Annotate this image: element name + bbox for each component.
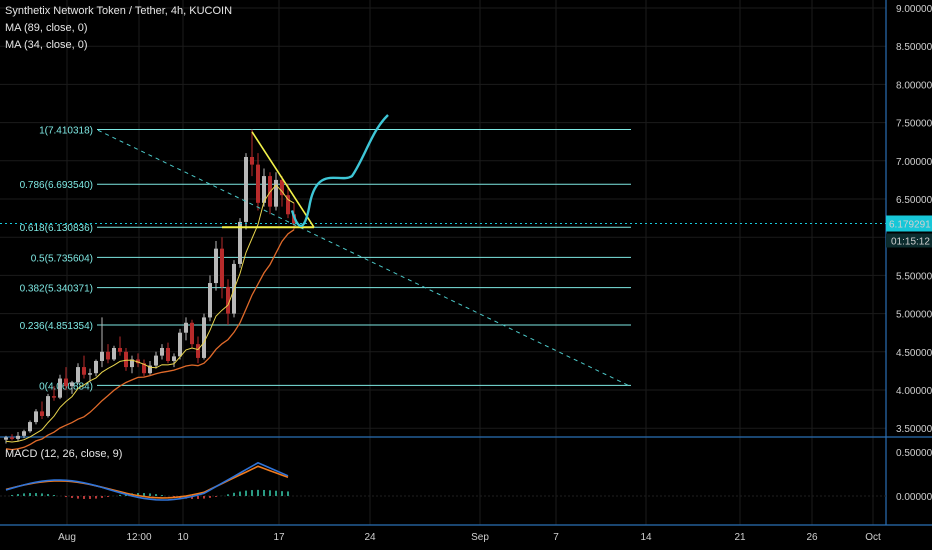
candle-body xyxy=(214,248,218,284)
candle-body xyxy=(34,411,38,423)
macd-axis-tick: 0.000000 xyxy=(896,492,932,503)
time-axis-tick: 26 xyxy=(806,532,818,543)
fib-level-label: 1(7.410318) xyxy=(39,125,93,136)
candle-body xyxy=(196,344,200,358)
time-axis-tick: Aug xyxy=(58,532,76,543)
candle-body xyxy=(100,351,104,361)
candle-body xyxy=(136,359,140,364)
time-axis-tick: 21 xyxy=(734,532,746,543)
price-axis-tick: 8.000000 xyxy=(896,80,932,91)
candle-body xyxy=(172,356,176,361)
ma-34-line xyxy=(5,184,295,443)
candle-body xyxy=(58,378,62,398)
macd-signal-line xyxy=(5,465,289,499)
time-axis-tick: 12:00 xyxy=(126,532,151,543)
fib-level-label: 0.382(5.340371) xyxy=(20,284,93,295)
fib-level-label: 0.236(4.851354) xyxy=(20,321,93,332)
countdown-value: 01:15:12 xyxy=(891,237,930,248)
macd-pane xyxy=(0,461,886,501)
current-price-badge xyxy=(886,215,932,232)
candle-body xyxy=(118,347,122,352)
candle-body xyxy=(106,351,110,360)
candle-body xyxy=(94,360,98,374)
fib-level-label: 0.5(5.735604) xyxy=(31,253,93,264)
indicator-ma-34[interactable]: MA (34, close, 0) xyxy=(5,39,88,51)
candle-body xyxy=(220,248,224,287)
candle-body xyxy=(154,355,158,366)
candle-body xyxy=(28,422,32,432)
candle-body xyxy=(238,221,242,264)
candle-body xyxy=(244,156,248,222)
candle-body xyxy=(250,156,254,165)
candle-body xyxy=(226,286,230,314)
ma-89-line xyxy=(5,229,295,451)
candle-body xyxy=(52,396,56,398)
candle-body xyxy=(82,367,86,375)
candle-body xyxy=(130,359,134,368)
time-axis-tick: Sep xyxy=(471,532,489,543)
time-axis: Aug 12:00 10 17 24 Sep 7 14 21 26 Oct xyxy=(58,532,881,543)
candle-body xyxy=(190,322,194,345)
candle-body xyxy=(40,411,44,416)
time-axis-tick: 24 xyxy=(364,532,376,543)
macd-label[interactable]: MACD (12, 26, close, 9) xyxy=(5,448,123,460)
candle-body xyxy=(202,317,206,358)
candle-body xyxy=(166,347,170,361)
candle-body xyxy=(76,367,80,383)
candle-body xyxy=(112,347,116,360)
candle-body xyxy=(88,373,92,375)
candle-body xyxy=(16,435,20,439)
candle-body xyxy=(178,332,182,357)
trendline-dashed xyxy=(97,129,631,387)
time-axis-tick: Oct xyxy=(865,532,881,543)
time-axis-tick: 7 xyxy=(553,532,559,543)
candle-body xyxy=(10,437,14,439)
candle-body xyxy=(160,347,164,356)
price-axis-tick: 9.000000 xyxy=(896,4,932,15)
chart-title: Synthetix Network Token / Tether, 4h, KU… xyxy=(5,5,233,17)
current-price-value: 6.179291 xyxy=(889,220,931,231)
price-axis-tick: 4.000000 xyxy=(896,386,932,397)
triangle-upper-edge xyxy=(251,131,315,228)
candle-body xyxy=(280,179,284,196)
fib-level-label: 0.786(6.693540) xyxy=(20,180,93,191)
time-axis-tick: 10 xyxy=(177,532,189,543)
candle-body xyxy=(208,283,212,318)
candle-body xyxy=(274,179,278,207)
candle-body xyxy=(70,382,74,387)
candle-body xyxy=(256,164,260,203)
candle-body xyxy=(64,378,68,387)
candle-body xyxy=(286,195,290,215)
candle-body xyxy=(46,396,50,416)
macd-line xyxy=(5,461,289,501)
indicator-ma-89[interactable]: MA (89, close, 0) xyxy=(5,22,88,34)
candle-body xyxy=(22,431,26,436)
candle-body xyxy=(262,176,266,203)
candle-body xyxy=(124,351,128,368)
candle-body xyxy=(184,322,188,333)
countdown-badge xyxy=(886,233,932,248)
candle-body xyxy=(142,363,146,374)
candle-body xyxy=(4,437,8,440)
fib-level-label: 0.618(6.130836) xyxy=(20,223,93,234)
price-axis-tick: 5.000000 xyxy=(896,310,932,321)
time-axis-tick: 14 xyxy=(640,532,652,543)
price-axis-tick: 7.000000 xyxy=(896,157,932,168)
drawing-overlays xyxy=(0,114,886,451)
candle-body xyxy=(148,365,152,374)
projection-path xyxy=(290,114,389,228)
time-axis-tick: 17 xyxy=(273,532,285,543)
